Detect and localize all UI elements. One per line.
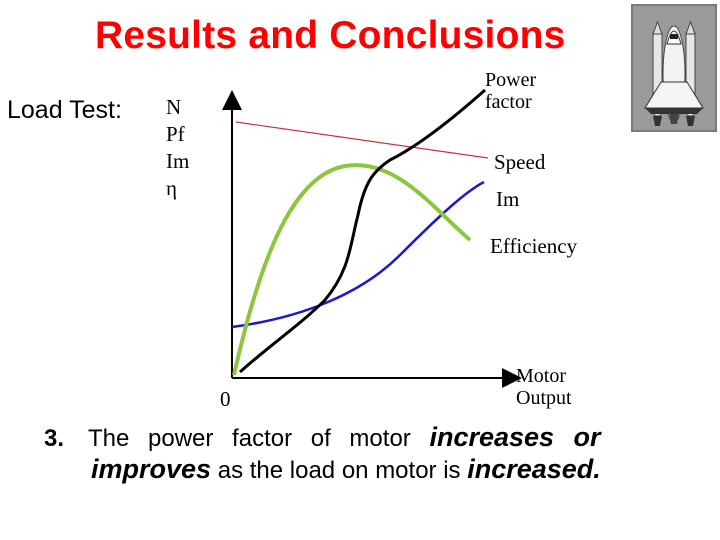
conclusion-emph2: improves	[91, 454, 212, 484]
x-axis-label-line1: Motor	[516, 365, 566, 387]
power-factor-label-line1: Power	[485, 69, 536, 91]
slide-title: Results and Conclusions	[95, 14, 566, 57]
y-label-current: Im	[166, 149, 190, 173]
efficiency-label: Efficiency	[490, 234, 578, 258]
conclusion-emph1: increases or	[429, 422, 601, 452]
conclusion-text: 3. The power factor of motor increases or…	[44, 422, 694, 486]
current-curve	[231, 180, 485, 329]
speed-label: Speed	[494, 150, 546, 174]
origin-label: 0	[220, 387, 231, 411]
x-axis-label-line2: Output	[516, 387, 572, 409]
power-factor-label-line2: factor	[485, 91, 532, 113]
space-shuttle-icon	[631, 4, 717, 132]
speed-curve	[235, 121, 489, 159]
load-test-label: Load Test:	[7, 96, 122, 124]
y-axis-labels: N Pf Im η	[166, 94, 189, 202]
conclusion-part2: as the load on motor is	[217, 457, 461, 484]
power-factor-curve	[238, 88, 486, 374]
y-label-efficiency: η	[166, 176, 177, 200]
y-label-power-factor: Pf	[166, 122, 185, 146]
y-label-speed: N	[166, 95, 182, 119]
efficiency-curve	[232, 163, 472, 376]
conclusion-part1: The power factor of motor	[88, 425, 411, 452]
current-label: Im	[496, 187, 519, 211]
conclusion-number: 3.	[44, 425, 65, 452]
conclusion-emph3: increased.	[467, 454, 601, 484]
